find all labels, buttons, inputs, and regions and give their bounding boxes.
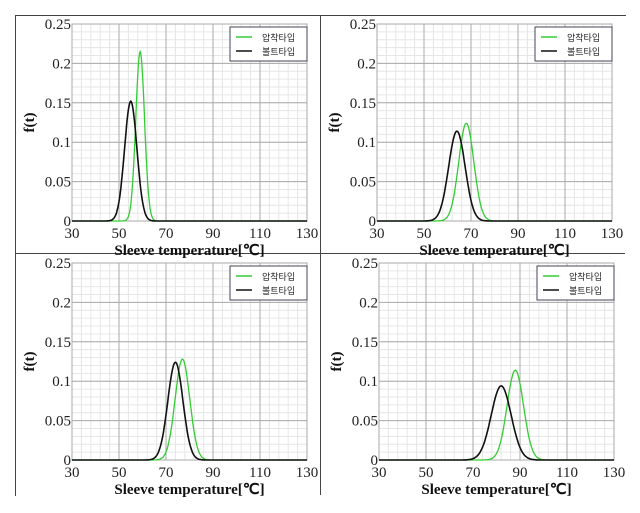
legend-label: 압착타입 — [262, 32, 295, 44]
x-tick-label: 110 — [554, 226, 576, 242]
y-axis-label: f(t) — [327, 113, 343, 133]
x-tick-label: 70 — [464, 226, 479, 242]
panel-divider-vertical — [320, 15, 321, 495]
y-tick-label: 0 — [64, 453, 72, 469]
y-tick-label: 0.15 — [352, 335, 378, 351]
panel-divider-horizontal — [15, 253, 625, 254]
x-tick-label: 50 — [417, 226, 432, 242]
x-tick-label: 90 — [206, 465, 221, 481]
x-tick-label: 130 — [601, 226, 624, 242]
y-tick-label: 0.1 — [52, 374, 71, 390]
x-tick-label: 50 — [112, 226, 127, 242]
legend-label: 압착타입 — [567, 32, 600, 44]
y-tick-label: 0.15 — [45, 335, 71, 351]
y-tick-label: 0.25 — [350, 17, 376, 33]
y-tick-label: 0.15 — [350, 96, 376, 112]
y-tick-label: 0 — [371, 453, 379, 469]
legend-box — [534, 26, 613, 62]
y-tick-label: 0.25 — [45, 17, 71, 33]
legend-box — [229, 26, 308, 62]
y-tick-label: 0 — [64, 214, 72, 230]
legend-label: 볼트타입 — [569, 285, 602, 297]
y-tick-label: 0.2 — [359, 295, 378, 311]
legend-label: 볼트타입 — [262, 46, 295, 58]
series-line-2 — [72, 361, 307, 461]
x-tick-label: 110 — [249, 226, 271, 242]
chart-panel-4: 30 50 70 90 110 130 0 0.05 0.1 0.15 0.2 0.25 Sleeve … — [329, 256, 626, 498]
series-line-2 — [379, 385, 614, 461]
x-tick-label: 70 — [159, 226, 174, 242]
y-tick-label: 0.15 — [45, 96, 71, 112]
x-tick-label: 70 — [159, 465, 174, 481]
x-tick-label: 130 — [603, 465, 626, 481]
y-tick-label: 0.2 — [52, 56, 71, 72]
x-tick-label: 90 — [511, 226, 526, 242]
y-tick-label: 0.1 — [357, 135, 376, 151]
x-axis-label: Sleeve temperature[℃] — [114, 243, 264, 259]
y-tick-label: 0.05 — [45, 414, 71, 430]
y-axis-label: f(t) — [329, 352, 345, 372]
x-axis-label: Sleeve temperature[℃] — [114, 482, 264, 498]
x-tick-label: 30 — [65, 226, 80, 242]
x-tick-label: 30 — [370, 226, 385, 242]
x-tick-label: 70 — [466, 465, 481, 481]
series-line-2 — [377, 130, 612, 222]
x-tick-label: 110 — [556, 465, 578, 481]
y-tick-label: 0.25 — [352, 256, 378, 272]
y-tick-label: 0.25 — [45, 256, 71, 272]
y-tick-label: 0 — [369, 214, 377, 230]
x-axis-label: Sleeve temperature[℃] — [421, 482, 571, 498]
legend-label: 압착타입 — [262, 271, 295, 283]
x-tick-label: 30 — [372, 465, 387, 481]
x-tick-label: 90 — [513, 465, 528, 481]
legend-box — [536, 265, 615, 301]
y-tick-label: 0.2 — [357, 56, 376, 72]
x-tick-label: 30 — [65, 465, 80, 481]
chart-panel-2: 30 50 70 90 110 130 0 0.05 0.1 0.15 0.2 0.25 Sleeve … — [327, 17, 624, 259]
x-tick-label: 50 — [112, 465, 127, 481]
x-tick-label: 50 — [419, 465, 434, 481]
y-tick-label: 0.1 — [52, 135, 71, 151]
series-line-2 — [72, 100, 307, 222]
x-tick-label: 130 — [296, 226, 319, 242]
y-tick-label: 0.05 — [45, 175, 71, 191]
legend-label: 볼트타입 — [262, 285, 295, 297]
y-tick-label: 0.2 — [52, 295, 71, 311]
x-tick-label: 90 — [206, 226, 221, 242]
y-tick-label: 0.05 — [350, 175, 376, 191]
y-tick-label: 0.05 — [352, 414, 378, 430]
legend-label: 압착타입 — [569, 271, 602, 283]
x-tick-label: 130 — [296, 465, 319, 481]
legend-box — [229, 265, 308, 301]
x-axis-label: Sleeve temperature[℃] — [419, 243, 569, 259]
y-axis-label: f(t) — [22, 113, 38, 133]
chart-panel-3: 30 50 70 90 110 130 0 0.05 0.1 0.15 0.2 0.25 Sleeve … — [22, 256, 319, 498]
chart-panel-1: 30 50 70 90 110 130 0 0.05 0.1 0.15 0.2 0.25 Sleeve … — [22, 17, 319, 259]
y-axis-label: f(t) — [22, 352, 38, 372]
x-tick-label: 110 — [249, 465, 271, 481]
legend-label: 볼트타입 — [567, 46, 600, 58]
y-tick-label: 0.1 — [359, 374, 378, 390]
